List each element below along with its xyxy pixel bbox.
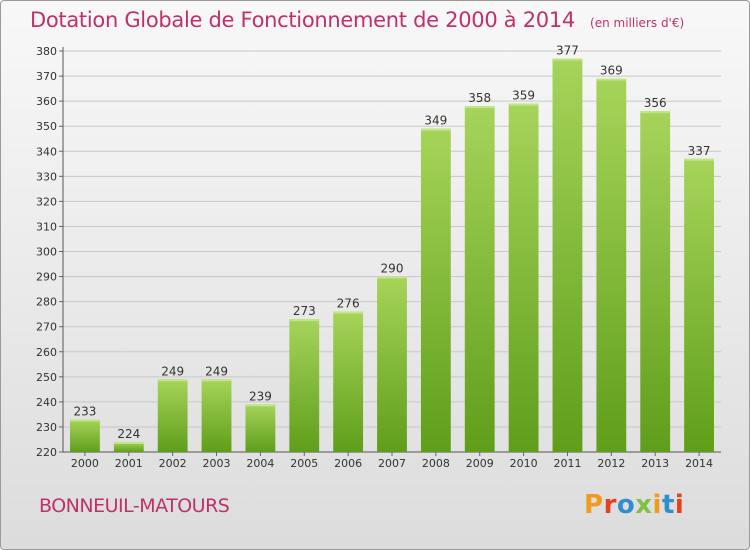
bar-value-label: 349 <box>424 114 447 128</box>
x-tick-label: 2009 <box>466 457 494 470</box>
bar-value-label: 356 <box>644 96 667 110</box>
x-tick-label: 2013 <box>641 457 669 470</box>
bar-highlight <box>508 103 539 106</box>
chart-unit: (en milliers d'€) <box>590 16 685 30</box>
bar-highlight <box>333 311 364 314</box>
x-tick-label: 2000 <box>71 457 99 470</box>
bar <box>552 58 583 453</box>
bar <box>289 319 320 452</box>
bar-value-label: 290 <box>381 262 404 276</box>
bar-value-label: 377 <box>556 44 579 58</box>
logo-letter: o <box>616 490 636 520</box>
logo-letter: P <box>584 490 604 520</box>
bar-value-label: 224 <box>117 427 140 441</box>
bar-highlight <box>201 379 232 382</box>
y-tick-label: 330 <box>36 170 57 183</box>
bar-highlight <box>113 441 144 444</box>
y-tick-label: 380 <box>36 45 57 58</box>
x-tick-label: 2007 <box>378 457 406 470</box>
proxiti-logo: Proxiti <box>584 490 684 520</box>
y-tick-label: 280 <box>36 296 57 309</box>
y-tick-label: 340 <box>36 145 57 158</box>
y-tick-label: 370 <box>36 70 57 83</box>
bar-highlight <box>289 319 320 322</box>
x-tick-label: 2006 <box>334 457 362 470</box>
bar-value-label: 276 <box>337 297 360 311</box>
logo-letter: x <box>635 490 653 520</box>
x-tick-label: 2011 <box>553 457 581 470</box>
bar <box>420 128 451 452</box>
x-tick-label: 2002 <box>159 457 187 470</box>
bar <box>640 111 671 453</box>
bar <box>245 404 276 452</box>
bar-highlight <box>420 128 451 131</box>
x-tick-label: 2003 <box>203 457 231 470</box>
bar-value-label: 249 <box>161 364 184 378</box>
commune-name: BONNEUIL-MATOURS <box>39 495 230 517</box>
y-tick-label: 270 <box>36 321 57 334</box>
bar-value-label: 358 <box>468 91 491 105</box>
bar-highlight <box>464 106 495 109</box>
bar <box>70 419 100 452</box>
bar-value-label: 233 <box>73 404 96 418</box>
chart-title: Dotation Globale de Fonctionnement de 20… <box>30 8 575 32</box>
bar <box>377 276 407 452</box>
y-tick-label: 250 <box>36 371 57 384</box>
logo-letter: r <box>603 490 617 520</box>
x-tick-label: 2008 <box>422 457 450 470</box>
bar-value-label: 249 <box>205 364 228 378</box>
bar <box>157 379 188 452</box>
x-tick-label: 2012 <box>597 457 625 470</box>
x-tick-label: 2010 <box>510 457 538 470</box>
y-tick-label: 290 <box>36 271 57 284</box>
bar <box>201 379 232 452</box>
bar <box>508 103 539 452</box>
y-tick-label: 220 <box>36 446 57 459</box>
y-tick-label: 260 <box>36 346 57 359</box>
bar-value-label: 337 <box>688 144 711 158</box>
y-tick-label: 320 <box>36 195 57 208</box>
x-tick-label: 2014 <box>685 457 713 470</box>
bar-highlight <box>245 404 276 407</box>
bar-highlight <box>157 379 188 382</box>
bar-highlight <box>377 276 407 279</box>
bar <box>464 106 495 452</box>
logo-letter: i <box>652 490 662 520</box>
bar-value-label: 239 <box>249 389 272 403</box>
y-tick-label: 310 <box>36 220 57 233</box>
bar-value-label: 369 <box>600 64 623 78</box>
bar-highlight <box>596 78 627 81</box>
x-tick-label: 2004 <box>246 457 274 470</box>
y-tick-label: 360 <box>36 95 57 108</box>
bar-highlight <box>70 419 100 422</box>
bar-value-label: 359 <box>512 89 535 103</box>
bar <box>596 78 627 452</box>
logo-letter: i <box>674 490 685 520</box>
bar-highlight <box>684 158 714 161</box>
bar-value-label: 273 <box>293 304 316 318</box>
title-row: Dotation Globale de Fonctionnement de 20… <box>30 8 684 32</box>
bar <box>333 311 364 452</box>
y-tick-label: 350 <box>36 120 57 133</box>
bar-highlight <box>640 111 671 114</box>
y-tick-label: 230 <box>36 421 57 434</box>
y-tick-label: 300 <box>36 246 57 259</box>
y-tick-label: 240 <box>36 396 57 409</box>
x-tick-label: 2001 <box>115 457 143 470</box>
bar <box>113 441 144 452</box>
bar-highlight <box>552 58 583 61</box>
logo-letter: t <box>661 490 675 520</box>
bar <box>684 158 714 453</box>
x-tick-label: 2005 <box>290 457 318 470</box>
